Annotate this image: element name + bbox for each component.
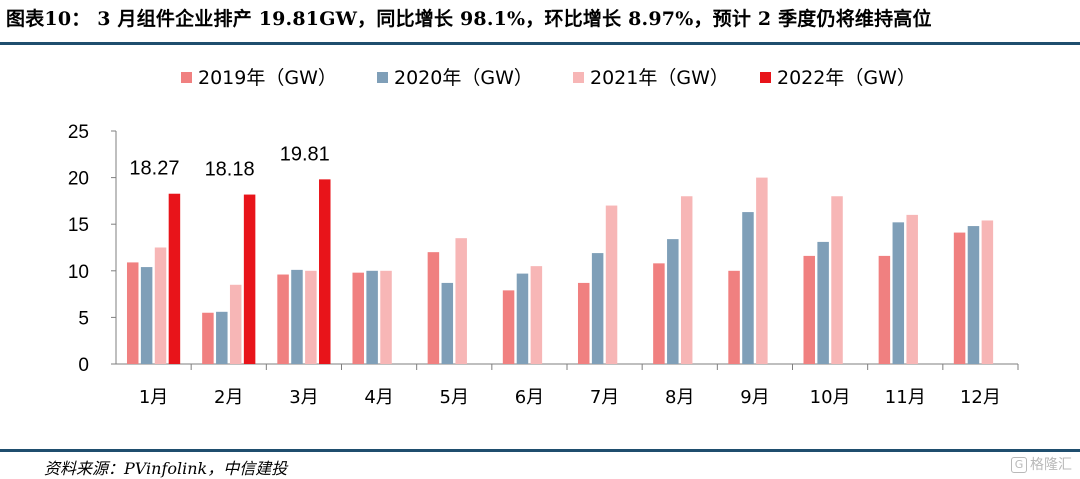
bar-s2-6月 (516, 273, 529, 364)
bar-s3-11月 (906, 214, 918, 364)
bar-s3-2月 (229, 284, 242, 364)
legend-label-3: 2021年（GW） (590, 67, 729, 89)
x-tick-label-1: 1月 (139, 387, 168, 408)
bar-s2-10月 (817, 241, 829, 364)
x-tick-label-7: 7月 (590, 387, 619, 408)
bar-s2-5月 (441, 282, 454, 364)
y-tick-label-0: 0 (78, 355, 89, 376)
bar-s1-8月 (653, 263, 665, 364)
bar-s1-3月 (277, 274, 289, 364)
bar-s2-1月 (140, 267, 153, 364)
bar-s2-12月 (967, 226, 980, 364)
bar-s2-7月 (591, 253, 604, 364)
bar-s1-12月 (953, 232, 966, 364)
data-label-1月: 18.27 (129, 158, 179, 180)
watermark-text: 格隆汇 (1030, 457, 1072, 473)
legend-swatch-4 (760, 72, 771, 83)
y-tick-label-20: 20 (68, 169, 89, 190)
y-tick-label-5: 5 (78, 308, 89, 329)
bar-s2-2月 (216, 311, 228, 364)
bar-s2-8月 (667, 239, 679, 364)
y-tick-label-10: 10 (68, 262, 89, 283)
bar-s3-8月 (680, 196, 693, 364)
bar-s2-3月 (291, 269, 303, 364)
legend-swatch-1 (181, 72, 192, 83)
data-label-3月: 19.81 (280, 143, 330, 165)
x-tick-label-10: 10月 (810, 387, 851, 408)
bar-s2-11月 (892, 222, 905, 364)
bar-s3-10月 (831, 196, 843, 364)
bar-s4-2月 (243, 194, 256, 364)
legend-label-4: 2022年（GW） (777, 67, 916, 89)
y-tick-label-25: 25 (68, 122, 89, 143)
data-label-2月: 18.18 (205, 159, 255, 181)
bar-s3-4月 (380, 270, 392, 364)
watermark: G 格隆汇 (1011, 454, 1072, 474)
bar-s1-2月 (202, 312, 214, 364)
x-tick-label-2: 2月 (214, 387, 243, 408)
bottom-divider (0, 449, 1080, 452)
bar-s4-3月 (319, 179, 331, 364)
source-note: 资料来源：PVinfolink，中信建投 (44, 459, 288, 478)
bar-s1-9月 (728, 270, 740, 364)
legend-label-2: 2020年（GW） (394, 67, 533, 89)
x-tick-label-3: 3月 (289, 387, 318, 408)
watermark-logo-icon: G (1011, 457, 1027, 473)
x-tick-label-12: 12月 (960, 387, 1001, 408)
bar-s1-7月 (577, 282, 590, 364)
legend-label-1: 2019年（GW） (198, 67, 337, 89)
x-tick-label-4: 4月 (364, 387, 393, 408)
bar-s2-4月 (366, 270, 378, 364)
bar-s1-11月 (878, 255, 891, 364)
top-divider (0, 42, 1080, 45)
bar-s4-1月 (168, 193, 181, 364)
x-tick-label-11: 11月 (885, 387, 926, 408)
x-tick-label-5: 5月 (440, 387, 469, 408)
bar-s3-1月 (154, 247, 167, 364)
bar-s1-4月 (352, 272, 364, 364)
bar-s3-5月 (455, 238, 467, 364)
bar-s3-12月 (981, 220, 994, 364)
y-tick-label-15: 15 (68, 215, 89, 236)
bar-s1-10月 (803, 255, 815, 364)
bar-chart: 2019年（GW） 2020年（GW） 2021年（GW） 2022年（GW） 0 5 10… (68, 67, 1019, 408)
bar-s3-9月 (756, 177, 768, 364)
bar-s1-5月 (427, 252, 440, 364)
bar-s1-1月 (126, 262, 139, 364)
chart-title: 图表10： 3 月组件企业排产 19.81GW，同比增长 98.1%，环比增长 … (6, 8, 932, 30)
legend-swatch-3 (573, 72, 584, 83)
bar-s3-7月 (605, 205, 618, 364)
legend-swatch-2 (377, 72, 388, 83)
bar-s3-3月 (305, 270, 317, 364)
bar-s1-6月 (502, 290, 515, 364)
x-tick-label-8: 8月 (665, 387, 694, 408)
x-tick-label-6: 6月 (515, 387, 544, 408)
bar-s3-6月 (530, 266, 543, 364)
x-tick-label-9: 9月 (740, 387, 769, 408)
bar-s2-9月 (742, 212, 754, 364)
